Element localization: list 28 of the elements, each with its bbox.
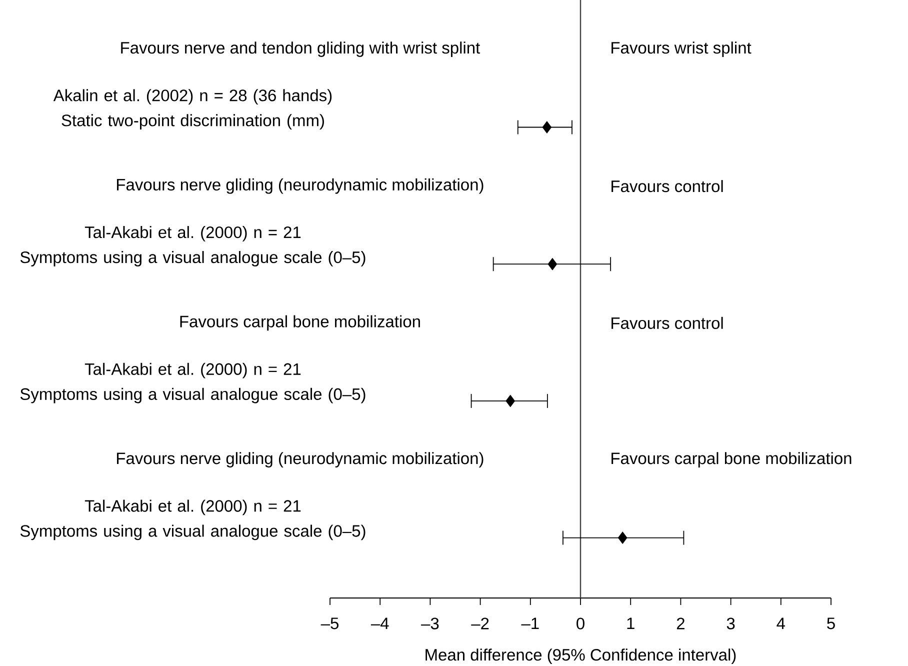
point — [506, 394, 516, 408]
point — [618, 532, 628, 544]
annotation: Favours nerve gliding (neurodynamic mobilization) — [117, 178, 484, 194]
annotation: Favours nerve gliding (neurodynamic mobilization) — [117, 452, 484, 468]
annotation: Favours control — [612, 180, 723, 192]
annotation: Favours control — [612, 316, 723, 329]
annotation: Favours carpal bone mobilization — [612, 452, 852, 468]
x-tick-label: 1 — [627, 618, 634, 630]
x-tick-label: 3 — [726, 618, 735, 630]
x-tick-label: 2 — [676, 618, 684, 630]
annotation: Favours wrist splint — [612, 42, 752, 57]
x-tick-label: –1 — [521, 618, 539, 630]
x-tick-label: 5 — [827, 618, 835, 630]
x-axis-title: Mean difference (95% Confidence interval) — [426, 648, 736, 664]
y-tick-label: Tal-Akabi et al. (2000) n = 21 Symptoms using a visual analogue scale (0–5) — [20, 362, 366, 404]
x-tick-label: –4 — [370, 618, 389, 630]
annotation: Favours carpal bone mobilization — [180, 315, 420, 331]
y-tick-label: Akalin et al. (2002) n = 28 (36 hands) Static two-point discrimination (mm) — [53, 89, 332, 130]
point — [542, 121, 552, 134]
annotation: Favours nerve and tendon gliding with wrist splint — [121, 42, 480, 57]
x-tick-label: 0 — [576, 618, 584, 630]
x-tick-label: –2 — [471, 618, 489, 630]
point — [548, 258, 558, 270]
y-tick-label: Tal-Akabi et al. (2000) n = 21 Symptoms using a visual analogue scale (0–5) — [20, 500, 366, 540]
x-tick-label: 4 — [776, 618, 786, 630]
x-tick-label: –5 — [320, 618, 338, 630]
y-tick-label: Tal-Akabi et al. (2000) n = 21 Symptoms using a visual analogue scale (0–5) — [20, 226, 366, 266]
x-tick-label: –3 — [421, 618, 439, 630]
